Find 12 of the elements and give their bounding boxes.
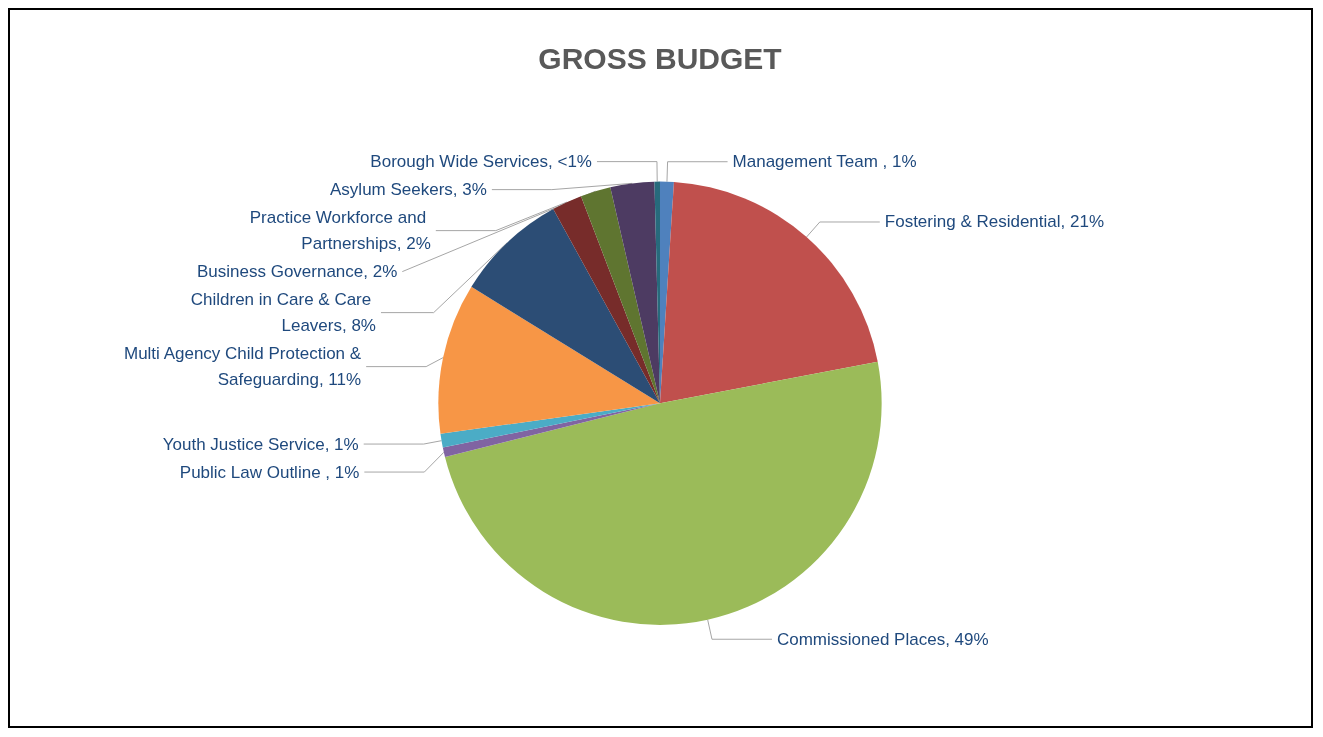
slice-label: Commissioned Places, 49% <box>776 629 989 649</box>
slice-label: Borough Wide Services, <1% <box>370 152 592 172</box>
chart-title: GROSS BUDGET <box>538 41 782 75</box>
slice-label: Business Governance, 2% <box>196 262 398 282</box>
slice-label: Children in Care & Care Leavers, 8% <box>190 290 376 336</box>
slice-label: Asylum Seekers, 3% <box>330 180 487 200</box>
slice-label: Public Law Outline , 1% <box>179 462 360 482</box>
slice-label: Management Team , 1% <box>732 152 917 172</box>
slice-label: Fostering & Residential, 21% <box>884 212 1105 232</box>
slice-label: Youth Justice Service, 1% <box>162 434 359 454</box>
slice-label: Multi Agency Child Protection & Safeguarding, 11% <box>123 344 362 390</box>
slice-label: Practice Workforce and Partnerships, 2% <box>249 208 431 254</box>
